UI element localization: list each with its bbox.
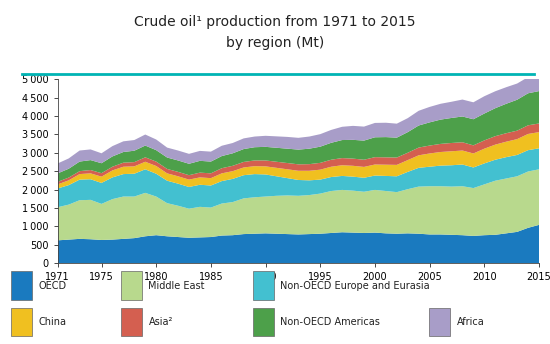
- Bar: [429, 308, 450, 336]
- Bar: [253, 308, 274, 336]
- Text: Non-OECD Europe and Eurasia: Non-OECD Europe and Eurasia: [280, 281, 430, 291]
- Text: Crude oil¹ production from 1971 to 2015: Crude oil¹ production from 1971 to 2015: [134, 15, 416, 30]
- Text: Non-OECD Americas: Non-OECD Americas: [280, 317, 381, 327]
- Text: Middle East: Middle East: [148, 281, 205, 291]
- Bar: [121, 271, 142, 300]
- Bar: [121, 308, 142, 336]
- Bar: [253, 271, 274, 300]
- Text: Asia²: Asia²: [148, 317, 173, 327]
- Text: Africa: Africa: [456, 317, 484, 327]
- Text: China: China: [39, 317, 67, 327]
- Text: by region (Mt): by region (Mt): [226, 36, 324, 50]
- Bar: [11, 271, 32, 300]
- Bar: [11, 308, 32, 336]
- Text: OECD: OECD: [39, 281, 67, 291]
